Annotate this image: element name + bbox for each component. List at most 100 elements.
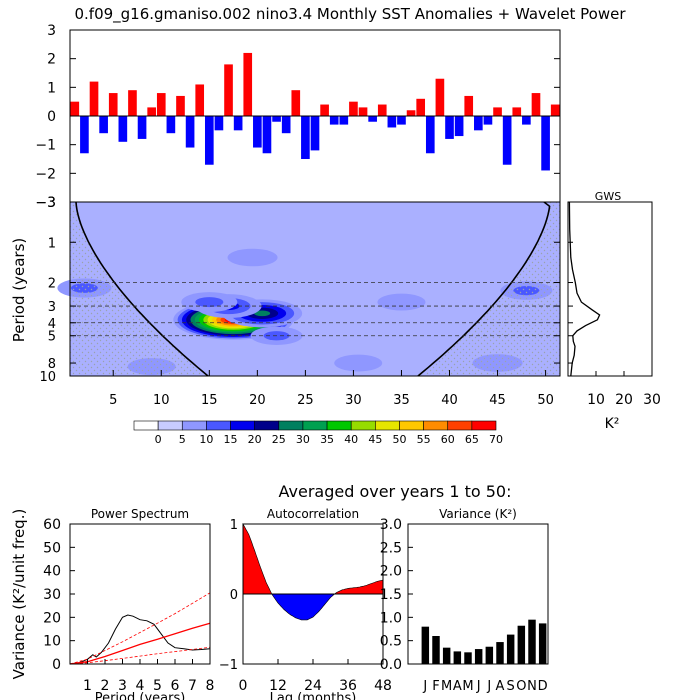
var-ytick-label: 2.5 bbox=[380, 540, 402, 556]
spectrum-line bbox=[69, 622, 211, 665]
sst-bar bbox=[195, 84, 205, 116]
wavelet-xtick-label: 5 bbox=[109, 393, 117, 408]
var-ytick-label: 3.0 bbox=[380, 517, 402, 533]
cone-line-left bbox=[75, 201, 209, 377]
autocorrelation-title: Autocorrelation bbox=[267, 507, 359, 521]
ps-xtick-label: 1 bbox=[83, 678, 92, 694]
wavelet-ytick-label: 3 bbox=[48, 300, 56, 315]
var-ytick-label: 1.0 bbox=[380, 610, 402, 626]
power-spectrum-y-label: Variance (K²/unit freq.) bbox=[10, 509, 28, 680]
sst-bar bbox=[89, 81, 99, 116]
wavelet-frame bbox=[69, 201, 561, 377]
var-month-label: J bbox=[476, 679, 481, 694]
sst-bar bbox=[128, 90, 137, 116]
wavelet-x-axis: 5 10 15 20 25 30 35 40 45 50 bbox=[109, 370, 554, 408]
colorbar-label: 15 bbox=[224, 433, 238, 446]
wavelet-xtick-label: 50 bbox=[537, 393, 554, 408]
sst-bar bbox=[416, 98, 426, 116]
gws-xtick-label: 20 bbox=[615, 392, 633, 408]
sst-ytick-label: −1 bbox=[35, 138, 56, 154]
sst-bar bbox=[147, 107, 156, 116]
sst-bar bbox=[339, 116, 349, 125]
ac-ytick-label: 1 bbox=[230, 518, 238, 533]
colorbar-swatch bbox=[181, 420, 207, 431]
sst-ytick-label: 2 bbox=[47, 52, 56, 68]
colorbar-swatch bbox=[375, 420, 400, 431]
var-ytick-label: 2.0 bbox=[380, 564, 402, 580]
sst-bar bbox=[185, 116, 195, 148]
wavelet-ytick-label: 8 bbox=[48, 357, 56, 372]
wavelet-top-label: −3 bbox=[35, 195, 56, 211]
variance-bars bbox=[421, 619, 547, 664]
colorbar-label: 0 bbox=[155, 433, 162, 446]
colorbar-swatch bbox=[350, 420, 376, 431]
spectrum-line bbox=[69, 614, 211, 665]
wavelet-xtick-label: 30 bbox=[345, 393, 362, 408]
sst-bar bbox=[166, 116, 176, 134]
wavelet-xtick-label: 20 bbox=[249, 393, 266, 408]
sst-bar bbox=[243, 52, 253, 116]
ac-xtick-label: 0 bbox=[239, 678, 248, 694]
sst-bar bbox=[358, 107, 368, 116]
var-month-label: S bbox=[507, 679, 515, 694]
sst-bar bbox=[474, 116, 483, 131]
variance-bar bbox=[474, 649, 483, 664]
sst-bar bbox=[464, 95, 474, 116]
sst-bar bbox=[397, 116, 406, 125]
colorbar-swatch bbox=[133, 420, 159, 431]
wavelet-ytick-label: 1 bbox=[48, 236, 56, 251]
variance-title: Variance (K²) bbox=[439, 507, 517, 521]
autocorrelation-fill bbox=[333, 579, 384, 595]
colorbar-label: 60 bbox=[441, 433, 455, 446]
variance-bar bbox=[464, 652, 472, 664]
colorbar-swatch bbox=[278, 420, 304, 431]
power-spectrum-axes: 0 10 20 30 40 50 60 1 2 3 4 5 6 7 8 bbox=[43, 517, 214, 694]
power-spectrum-title: Power Spectrum bbox=[91, 507, 189, 521]
colorbar-label: 65 bbox=[465, 433, 479, 446]
sst-bar bbox=[531, 93, 541, 116]
colorbar-swatch bbox=[206, 420, 231, 431]
sst-bar bbox=[493, 107, 502, 116]
var-month-label: J bbox=[422, 679, 427, 694]
variance-bar bbox=[432, 636, 440, 664]
gws-panel: GWS 10 20 30 K² bbox=[567, 190, 661, 432]
wavelet-ytick-label: 4 bbox=[48, 317, 56, 332]
variance-bar bbox=[528, 619, 536, 664]
sst-bar bbox=[320, 104, 329, 116]
gws-frame bbox=[567, 201, 653, 377]
sst-ytick-label: −3 bbox=[35, 195, 56, 211]
colorbar-swatch bbox=[399, 420, 424, 431]
wavelet-xtick-label: 25 bbox=[297, 393, 314, 408]
colorbar-label: 20 bbox=[248, 433, 262, 446]
wavelet-contour bbox=[227, 248, 278, 267]
wavelet-contour bbox=[377, 293, 426, 311]
lower-title: Averaged over years 1 to 50: bbox=[279, 482, 512, 501]
gws-x-axis: 10 20 30 bbox=[568, 241, 661, 408]
sst-bar bbox=[310, 116, 320, 151]
sst-bar bbox=[301, 116, 310, 159]
sst-bar bbox=[224, 64, 233, 116]
sst-bar bbox=[262, 116, 272, 154]
sst-bar bbox=[204, 116, 214, 165]
autocorrelation-area bbox=[242, 522, 384, 621]
ps-xtick-label: 8 bbox=[206, 678, 215, 694]
ps-ytick-label: 10 bbox=[43, 634, 61, 650]
sst-bar bbox=[368, 116, 377, 122]
variance-bar bbox=[517, 625, 526, 664]
variance-bar bbox=[453, 651, 462, 664]
sst-bar bbox=[99, 116, 108, 134]
var-month-label: F bbox=[432, 679, 439, 694]
power-spectrum-lines bbox=[69, 592, 211, 665]
gws-x-label: K² bbox=[605, 416, 620, 432]
sst-bar bbox=[137, 116, 147, 139]
sst-ytick-label: 0 bbox=[47, 109, 56, 125]
power-spectrum-panel: Power Spectrum 0 10 20 30 40 50 60 1 2 3 4 5 6 7 8 Var… bbox=[10, 507, 214, 700]
colorbar-label: 5 bbox=[179, 433, 186, 446]
sst-bar bbox=[108, 93, 118, 116]
sst-bar bbox=[454, 116, 464, 137]
wavelet-ytick-label: 5 bbox=[48, 330, 56, 345]
wavelet-xtick-label: 35 bbox=[393, 393, 410, 408]
var-month-label: J bbox=[486, 679, 491, 694]
variance-axes: 0.00.51.01.52.02.53.0J F M A M J J A S O N D bbox=[380, 517, 548, 694]
